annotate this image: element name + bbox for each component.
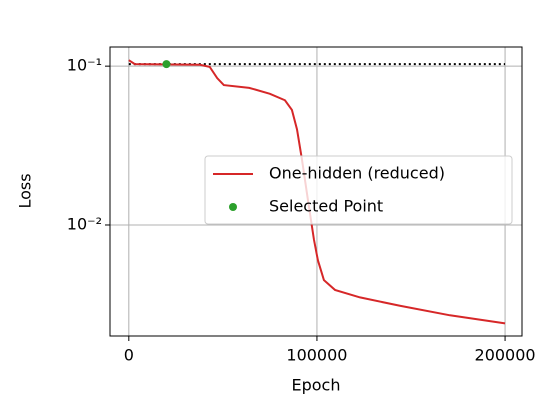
plot-frame [109,46,523,337]
x-axis-label: Epoch [292,376,341,395]
legend: One-hidden (reduced) Selected Point [204,155,513,225]
legend-marker [229,203,237,211]
y-axis-label: Loss [16,173,35,208]
y-tick-label: 10⁻¹ [67,56,102,75]
selected-point [162,60,171,69]
legend-label: One-hidden (reduced) [269,164,445,183]
x-tick-label: 200000 [475,346,536,365]
legend-box [204,155,513,225]
x-tick-label: 0 [124,346,134,365]
y-tick-label: 10⁻² [67,214,102,233]
x-tick-label: 100000 [286,346,347,365]
legend-label: Selected Point [269,197,383,216]
loss-line [128,59,506,325]
